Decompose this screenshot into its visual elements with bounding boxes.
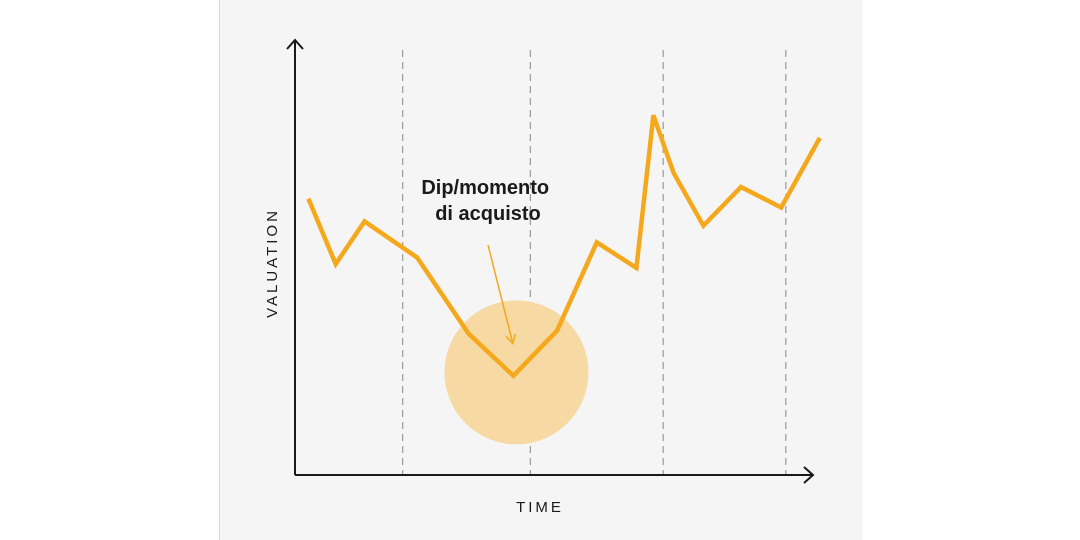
valuation-series-line [306, 114, 822, 379]
y-axis-arrow-icon [286, 38, 304, 50]
axes [286, 38, 815, 484]
valuation-time-chart: Dip/momento di acquisto VALUATION TIME [264, 38, 822, 516]
annotation-line-2: di acquisto [435, 203, 541, 225]
annotation-line-1: Dip/momento [421, 177, 549, 199]
annotation-arrow-icon [505, 333, 517, 346]
chart-panel: Dip/momento di acquisto VALUATION TIME [219, 0, 863, 540]
y-axis-label: VALUATION [264, 208, 281, 318]
x-axis-arrow-icon [803, 466, 815, 484]
annotation-arrow-line [487, 244, 514, 344]
x-axis-label: TIME [516, 499, 564, 516]
annotation-text: Dip/momento di acquisto [421, 177, 554, 225]
dip-annotation: Dip/momento di acquisto [421, 177, 554, 346]
